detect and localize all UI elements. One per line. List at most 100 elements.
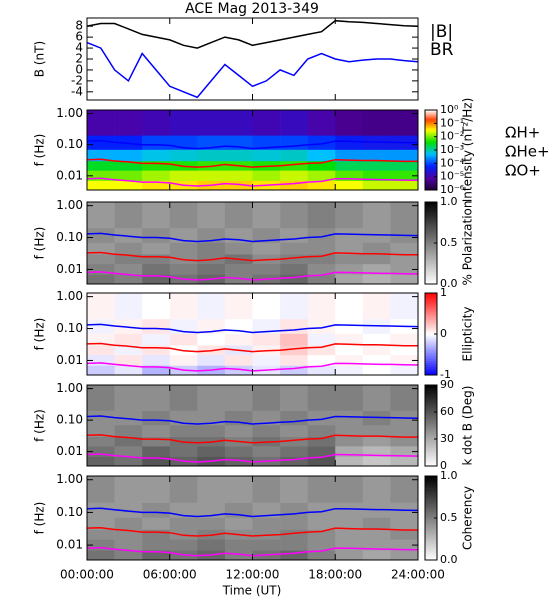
colorbar-swatch [425,352,437,355]
colorbar-tick-label: 10⁻⁴ [440,156,465,169]
colorbar-tick-label: 90 [440,378,454,391]
colorbar-swatch [425,553,437,557]
spectrogram-cell [224,354,253,366]
spectrogram-cell [390,333,418,346]
colorbar-swatch [425,526,437,529]
colorbar-swatch [425,443,437,447]
colorbar-swatch [425,271,437,275]
colorbar-swatch [425,488,437,491]
colorbar-swatch [425,218,437,221]
panel: 0.0 0.5 1.0% Polarization 0.01 0.10 1.00 f (Hz… [33,195,475,290]
spectrogram-cell [307,550,336,560]
colorbar-swatch [425,439,437,442]
data-line [87,41,418,99]
spectrogram-cell [114,365,143,375]
colorbar-swatch [425,188,437,191]
spectrogram-cell [390,550,418,560]
spectrogram-cell [114,227,143,243]
colorbar-tick-label: 0 [440,327,447,340]
colorbar-swatch [425,134,437,137]
spectrogram-cell [280,365,308,375]
spectrogram-cell [390,365,418,375]
colorbar-swatch [425,204,437,207]
colorbar-swatch [425,455,437,459]
colorbar-swatch [425,166,437,169]
spectrogram-cell [252,227,281,243]
colorbar-swatch [425,297,437,300]
colorbar-swatch [425,220,437,223]
colorbar-swatch [425,269,437,272]
spectrogram-cell [114,456,143,466]
colorbar-tick-label: 0.5 [440,511,458,524]
spectrogram-cell [87,293,115,320]
spectrogram-cell [335,385,364,411]
y-axis-label: f (Hz) [33,318,47,351]
colorbar-swatch [425,486,437,489]
colorbar-swatch [425,311,437,314]
spectrogram-cell [197,424,226,437]
spectrogram-cell [362,365,391,375]
spectrogram-cell [142,550,171,560]
spectrogram-cell [252,149,281,162]
spectrogram-cell [335,345,364,356]
spectrogram-cell [362,446,391,457]
spectrogram-cell [252,263,281,275]
y-axis-label: f (Hz) [33,134,47,167]
colorbar-swatch [425,354,437,357]
spectrogram-cell [280,385,308,411]
colorbar-tick-label: 30 [440,432,454,445]
colorbar-swatch [425,447,437,451]
colorbar-swatch [425,118,437,121]
spectrogram-cell [307,160,336,171]
spectrogram-cell [335,135,364,150]
data-line [87,19,418,49]
spectrogram-cell [114,446,143,457]
colorbar-swatch [425,150,437,153]
spectrogram-cell [335,529,364,540]
spectrogram-cell [142,202,171,229]
data-line [87,526,418,537]
colorbar-swatch [425,334,437,337]
colorbar-swatch [425,216,437,219]
y-tick-label: 0.01 [56,168,83,182]
spectrogram-cell [362,436,391,447]
spectrogram-cell [335,202,364,229]
spectrogram-cell [197,333,226,346]
spectrogram-cell [280,333,308,346]
spectrogram-cell [335,476,364,503]
spectrogram-cell [142,354,171,366]
colorbar-swatch [425,309,437,312]
spectrogram-cell [280,135,308,150]
colorbar-tick-label: 10⁻⁵ [440,170,464,183]
colorbar-swatch [425,172,437,175]
spectrogram-cell [224,242,253,255]
colorbar-swatch [425,492,437,496]
spectrogram-cell [197,110,226,136]
spectrogram-cell [252,293,281,320]
spectrogram-cell [114,476,143,503]
colorbar-swatch [425,543,437,546]
colorbar-swatch [425,515,437,519]
spectrogram-cell [197,170,226,181]
colorbar-swatch [425,317,437,320]
spectrogram-cell [87,410,115,426]
spectrogram-cell [390,149,418,162]
colorbar-swatch [425,482,437,485]
spectrogram-cell [169,517,198,530]
spectrogram-cell [197,354,226,366]
colorbar-tick-label: 1 [440,286,447,299]
colorbar-swatch [425,226,437,229]
spectrogram-cell [252,446,281,457]
y-tick-label: 0.01 [56,353,83,367]
spectrogram-cell [114,149,143,162]
spectrogram-cell [362,333,391,346]
spectrogram-cell [307,502,336,518]
spectrogram-cell [252,202,281,229]
colorbar-swatch [425,132,437,135]
colorbar-swatch [425,362,437,366]
spectrogram-cell [307,410,336,426]
spectrogram-cell [307,318,336,334]
x-tick-label: 00:00:00 [60,568,114,582]
colorbar-swatch [425,393,437,396]
